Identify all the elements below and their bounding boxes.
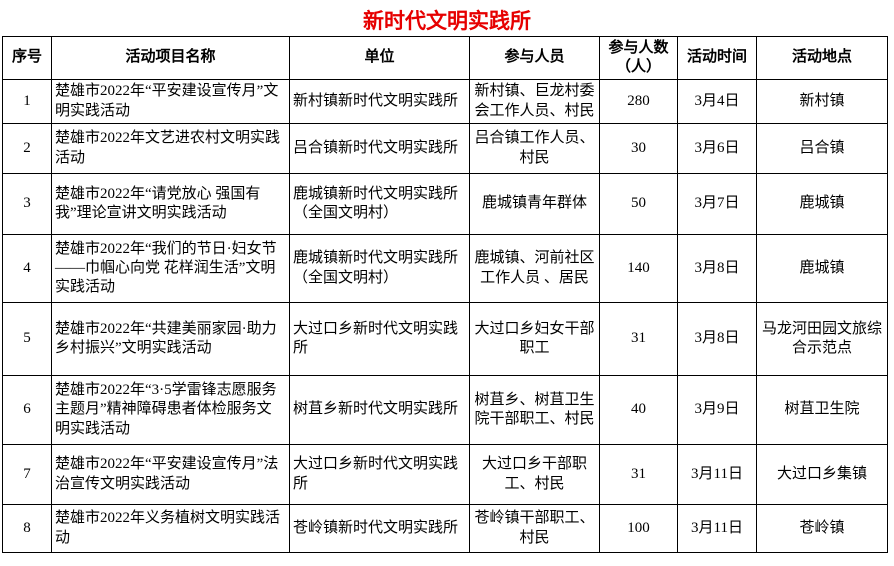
table-cell: 楚雄市2022年义务植树文明实践活动 (51, 504, 290, 553)
table-cell: 楚雄市2022年“请党放心 强国有我”理论宣讲文明实践活动 (51, 173, 290, 235)
column-header-2: 单位 (289, 36, 470, 80)
table-row: 4 楚雄市2022年“我们的节日·妇女节——巾帼心向党 花样润生活”文明实践活动鹿… (2, 234, 888, 303)
table-cell: 31 (599, 302, 678, 376)
table-cell: 树苴乡新时代文明实践所 (289, 375, 470, 445)
table-cell: 3月4日 (677, 79, 757, 124)
table-cell: 吕合镇工作人员、村民 (469, 123, 600, 174)
table-row: 2 楚雄市2022年文艺进农村文明实践活动 吕合镇新时代文明实践所 吕合镇工作人员、村… (2, 123, 888, 174)
table-row: 5 楚雄市2022年“共建美丽家园·助力乡村振兴”文明实践活动 大过口乡新时代文明实… (2, 302, 888, 376)
table-cell: 新村镇新时代文明实践所 (289, 79, 470, 124)
table-cell: 吕合镇 (756, 123, 888, 174)
table-cell: 50 (599, 173, 678, 235)
column-header-1: 活动项目名称 (51, 36, 290, 80)
table-cell: 40 (599, 375, 678, 445)
table-cell: 2 (2, 123, 52, 174)
column-header-5: 活动时间 (677, 36, 757, 80)
table-row: 3 楚雄市2022年“请党放心 强国有我”理论宣讲文明实践活动 鹿城镇新时代文明实践… (2, 173, 888, 235)
table-cell: 大过口乡干部职工、村民 (469, 444, 600, 505)
table-cell: 鹿城镇新时代文明实践所（全国文明村） (289, 234, 470, 303)
table-cell: 楚雄市2022年“我们的节日·妇女节——巾帼心向党 花样润生活”文明实践活动 (51, 234, 290, 303)
table-cell: 3月11日 (677, 444, 757, 505)
table-cell: 大过口乡新时代文明实践所 (289, 302, 470, 376)
table-cell: 新村镇 (756, 79, 888, 124)
table-cell: 楚雄市2022年“共建美丽家园·助力乡村振兴”文明实践活动 (51, 302, 290, 376)
table-cell: 苍岭镇 (756, 504, 888, 553)
table-cell: 5 (2, 302, 52, 376)
table-cell: 吕合镇新时代文明实践所 (289, 123, 470, 174)
table-cell: 苍岭镇干部职工、村民 (469, 504, 600, 553)
table-cell: 新村镇、巨龙村委会工作人员、村民 (469, 79, 600, 124)
table-cell: 3月7日 (677, 173, 757, 235)
table-cell: 3月8日 (677, 302, 757, 376)
table-cell: 1 (2, 79, 52, 124)
table-cell: 楚雄市2022年文艺进农村文明实践活动 (51, 123, 290, 174)
table-cell: 280 (599, 79, 678, 124)
table-cell: 树苴乡、树苴卫生院干部职工、村民 (469, 375, 600, 445)
table-cell: 楚雄市2022年“3·5学雷锋志愿服务主题月”精神障碍患者体检服务文明实践活动 (51, 375, 290, 445)
table-cell: 140 (599, 234, 678, 303)
table-cell: 鹿城镇、河前社区工作人员 、居民 (469, 234, 600, 303)
table-cell: 楚雄市2022年“平安建设宣传月”法治宣传文明实践活动 (51, 444, 290, 505)
activity-table: 序号 活动项目名称 单位 参与人员 参与人数（人） 活动时间 活动地点 1 楚雄市2022年“… (2, 36, 888, 553)
table-cell: 鹿城镇 (756, 234, 888, 303)
page-title: 新时代文明实践所 (363, 9, 531, 33)
table-cell: 鹿城镇新时代文明实践所（全国文明村） (289, 173, 470, 235)
table-cell: 鹿城镇青年群体 (469, 173, 600, 235)
table-cell: 6 (2, 375, 52, 445)
column-header-0: 序号 (2, 36, 52, 80)
table-cell: 3月8日 (677, 234, 757, 303)
table-cell: 马龙河田园文旅综合示范点 (756, 302, 888, 376)
table-cell: 4 (2, 234, 52, 303)
table-row: 1 楚雄市2022年“平安建设宣传月”文明实践活动 新村镇新时代文明实践所 新村镇、巨… (2, 79, 888, 124)
table-cell: 大过口乡集镇 (756, 444, 888, 505)
table-row: 8 楚雄市2022年义务植树文明实践活动 苍岭镇新时代文明实践所 苍岭镇干部职工、村民… (2, 504, 888, 553)
table-cell: 苍岭镇新时代文明实践所 (289, 504, 470, 553)
table-cell: 7 (2, 444, 52, 505)
table-body: 1 楚雄市2022年“平安建设宣传月”文明实践活动 新村镇新时代文明实践所 新村镇、巨… (2, 79, 888, 553)
table-cell: 3月9日 (677, 375, 757, 445)
table-cell: 鹿城镇 (756, 173, 888, 235)
table-cell: 100 (599, 504, 678, 553)
table-cell: 大过口乡新时代文明实践所 (289, 444, 470, 505)
table-cell: 31 (599, 444, 678, 505)
table-header-row: 序号 活动项目名称 单位 参与人员 参与人数（人） 活动时间 活动地点 (2, 36, 888, 80)
table-cell: 大过口乡妇女干部职工 (469, 302, 600, 376)
table-row: 7 楚雄市2022年“平安建设宣传月”法治宣传文明实践活动 大过口乡新时代文明实践所… (2, 444, 888, 505)
column-header-4: 参与人数（人） (599, 36, 678, 80)
table-cell: 树苴卫生院 (756, 375, 888, 445)
table-cell: 3 (2, 173, 52, 235)
table-cell: 3月6日 (677, 123, 757, 174)
table-cell: 30 (599, 123, 678, 174)
column-header-3: 参与人员 (469, 36, 600, 80)
table-cell: 楚雄市2022年“平安建设宣传月”文明实践活动 (51, 79, 290, 124)
table-cell: 8 (2, 504, 52, 553)
table-cell: 3月11日 (677, 504, 757, 553)
table-row: 6 楚雄市2022年“3·5学雷锋志愿服务主题月”精神障碍患者体检服务文明实践活动… (2, 375, 888, 445)
column-header-6: 活动地点 (756, 36, 888, 80)
